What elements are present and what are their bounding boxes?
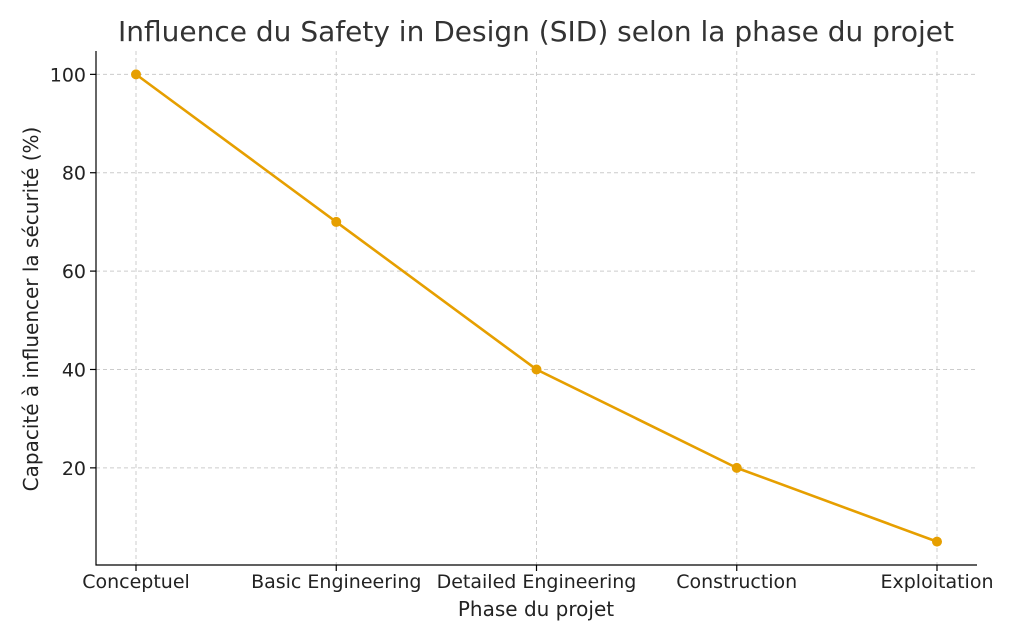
data-point bbox=[531, 364, 542, 375]
data-point bbox=[731, 462, 742, 473]
y-axis-label: Capacité à influencer la sécurité (%) bbox=[19, 127, 43, 492]
y-tick-label: 100 bbox=[50, 64, 86, 86]
data-point bbox=[932, 536, 942, 547]
series bbox=[131, 69, 942, 547]
axis-spine bbox=[95, 51, 977, 566]
y-tick-label: 80 bbox=[62, 163, 86, 185]
x-axis-label: Phase du projet bbox=[458, 597, 614, 621]
axes bbox=[90, 51, 977, 571]
chart-title: Influence du Safety in Design (SID) selo… bbox=[118, 15, 954, 48]
y-tick-label: 60 bbox=[62, 261, 86, 283]
x-tick-label: Conceptuel bbox=[82, 571, 190, 593]
x-tick-label: Basic Engineering bbox=[251, 571, 421, 593]
grid bbox=[96, 51, 977, 565]
y-tick-label: 40 bbox=[62, 359, 86, 381]
x-tick-label: Exploitation bbox=[881, 571, 994, 593]
data-point bbox=[131, 69, 141, 80]
x-tick-label: Construction bbox=[676, 571, 797, 593]
y-tick-label: 20 bbox=[62, 458, 86, 480]
data-point bbox=[331, 216, 342, 227]
tick-labels: Conceptuel Basic Engineering Detailed Engi… bbox=[50, 64, 994, 593]
x-tick-label: Detailed Engineering bbox=[437, 571, 637, 593]
